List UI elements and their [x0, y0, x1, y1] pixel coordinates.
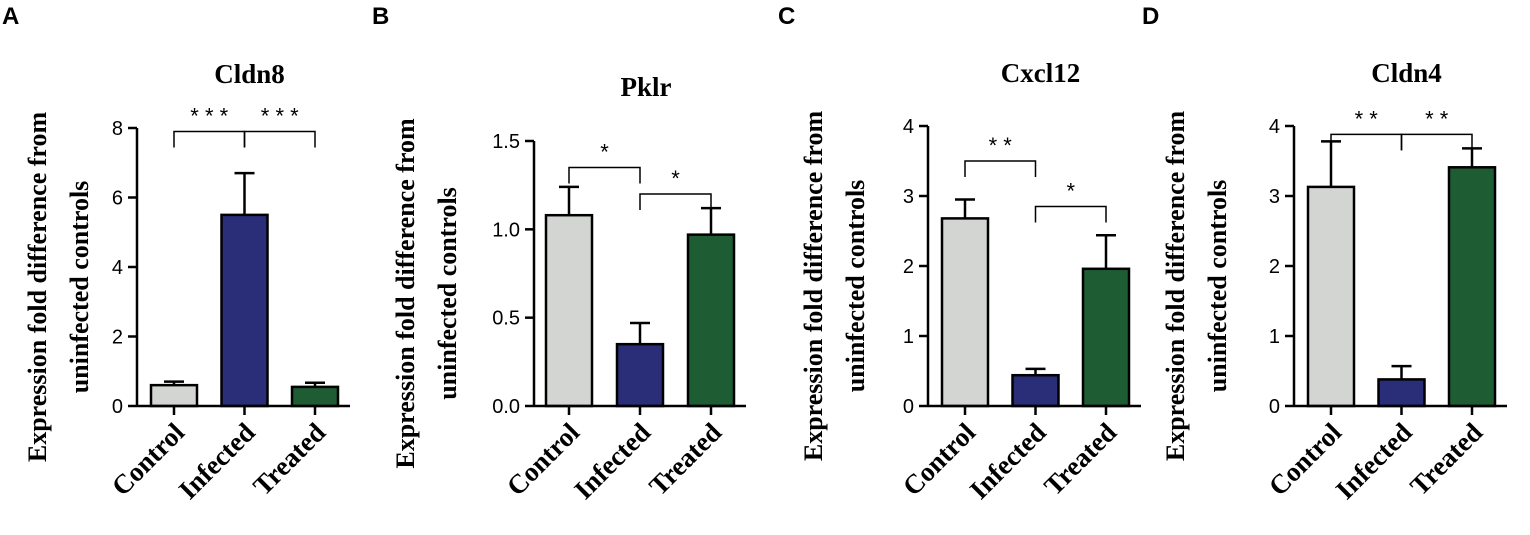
bar-control [149, 383, 199, 408]
bar-infected [1377, 378, 1426, 408]
y-tick-label: 2 [112, 327, 123, 349]
y-axis-label-line-1: Expression fold difference from [799, 111, 828, 462]
x-tick-label-treated: Treated [247, 417, 331, 501]
y-tick-label: 2 [903, 256, 914, 278]
chart-title: Pklr [621, 72, 672, 102]
panel-letter: D [1142, 3, 1159, 30]
panel-letter: A [2, 3, 19, 30]
y-tick-label: 0 [1269, 396, 1280, 418]
significance-label: * * * [261, 103, 299, 128]
y-axis-label-line-2: uninfected controls [433, 187, 462, 400]
significance-label: * * [1425, 106, 1449, 131]
panel-a: A Cldn8 Expression fold difference from uni… [2, 3, 350, 505]
panel-b: B Pklr Expression fold difference from unin… [372, 3, 746, 505]
panel-d: D Cldn4 Expression fold difference from uni… [1142, 3, 1507, 505]
y-axis-label-line-2: uninfected controls [841, 180, 870, 393]
y-tick-label: 0.5 [492, 308, 520, 330]
y-tick-label: 3 [903, 186, 914, 208]
significance-label: * * * [190, 103, 228, 128]
x-tick-label-infected: Infected [964, 417, 1052, 505]
bar-infected [615, 342, 665, 408]
bar-treated [1081, 267, 1131, 408]
y-axis-label-line-1: Expression fold difference from [23, 112, 52, 463]
bar-control [1306, 185, 1356, 408]
panel-letter: B [372, 3, 389, 30]
y-axis-label-line-2: uninfected controls [1203, 180, 1232, 393]
panel-c: C Cxcl12 Expression fold difference from un… [778, 3, 1141, 505]
y-tick-label: 0 [112, 396, 123, 418]
chart-title: Cldn4 [1371, 58, 1442, 88]
y-tick-label: 4 [112, 257, 123, 279]
y-tick-label: 3 [1269, 186, 1280, 208]
bar-control [940, 217, 990, 408]
significance-bracket [173, 130, 246, 148]
x-tick-label-infected: Infected [1330, 417, 1418, 505]
significance-bracket [1330, 133, 1403, 151]
y-axis-label-line-1: Expression fold difference from [1161, 111, 1190, 462]
significance-bracket [243, 130, 316, 148]
significance-label: * [1066, 179, 1075, 204]
x-tick-label-treated: Treated [643, 417, 727, 501]
x-tick-label-treated: Treated [1404, 417, 1488, 501]
y-tick-label: 1 [1269, 326, 1280, 348]
y-tick-label: 0 [903, 396, 914, 418]
significance-bracket [568, 166, 641, 184]
y-tick-label: 4 [903, 116, 914, 138]
bar-treated [290, 385, 340, 408]
y-axis-label-line-2: uninfected controls [65, 181, 94, 394]
y-tick-label: 4 [1269, 116, 1280, 138]
chart-title: Cxcl12 [1001, 58, 1080, 88]
y-tick-label: 0.0 [492, 396, 520, 418]
panel-letter: C [778, 3, 795, 30]
significance-label: * [600, 140, 609, 165]
significance-bracket [1400, 133, 1473, 151]
x-tick-label-infected: Infected [568, 417, 656, 505]
y-tick-label: 1 [903, 326, 914, 348]
x-tick-label-infected: Infected [173, 417, 261, 505]
significance-bracket [964, 160, 1037, 177]
bar-treated [686, 233, 736, 408]
significance-bracket [639, 193, 712, 210]
bar-infected [220, 213, 269, 408]
chart-title: Cldn8 [214, 59, 285, 89]
significance-label: * * [1355, 106, 1379, 131]
y-tick-label: 1.5 [492, 131, 520, 153]
bar-infected [1011, 373, 1060, 408]
significance-label: * [671, 166, 680, 191]
y-tick-label: 2 [1269, 256, 1280, 278]
x-tick-label-treated: Treated [1038, 417, 1122, 501]
significance-bracket [1034, 205, 1107, 223]
significance-label: * * [989, 133, 1013, 158]
y-axis-label-line-1: Expression fold difference from [391, 118, 420, 469]
bar-control [544, 213, 594, 408]
bar-treated [1447, 166, 1497, 408]
y-tick-label: 6 [112, 188, 123, 210]
y-tick-label: 1.0 [492, 219, 520, 241]
y-tick-label: 8 [112, 118, 123, 140]
